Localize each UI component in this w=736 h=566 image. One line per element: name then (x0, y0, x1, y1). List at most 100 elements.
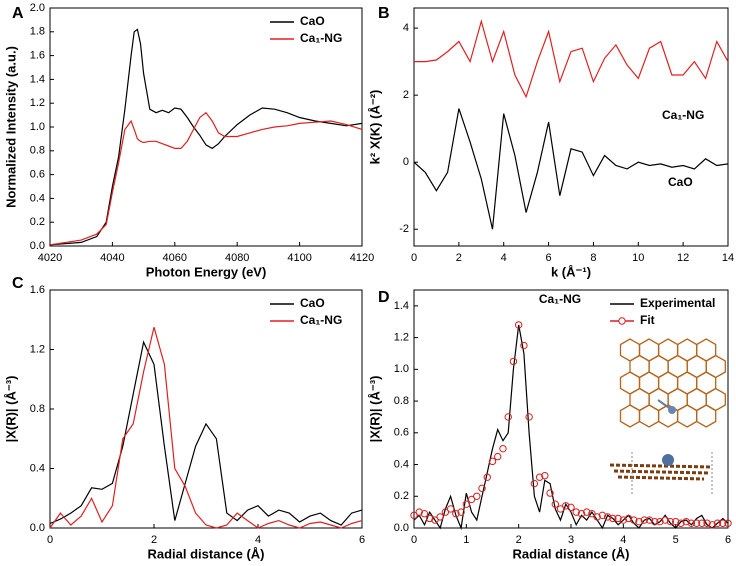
x-tick-label: 12 (677, 252, 689, 264)
graphene-ring (619, 404, 641, 428)
fit-point (446, 505, 455, 513)
series-line (49, 111, 363, 246)
x-tick-label: 0 (411, 534, 417, 546)
fit-point (583, 508, 591, 516)
x-tick-label: 1 (463, 534, 469, 546)
fit-point (541, 471, 549, 480)
fit-point (509, 357, 518, 366)
fit-point (603, 513, 612, 521)
y-tick-label: 0.8 (30, 403, 45, 415)
x-tick-label: 2 (456, 252, 462, 264)
ca-atom-side (662, 454, 674, 466)
y-axis-label: |X(R)| (Å⁻³) (367, 376, 382, 443)
series-line (49, 340, 363, 526)
fit-point (546, 489, 554, 497)
y-tick-label: 0.4 (30, 192, 45, 204)
series-label: CaO (668, 175, 693, 189)
series-line (413, 324, 729, 531)
y-tick-label: 1.2 (30, 97, 45, 109)
fit-point (703, 519, 711, 527)
x-tick-label: 6 (359, 534, 365, 546)
y-tick-label: 1.0 (394, 363, 409, 375)
fit-point (572, 508, 580, 516)
annotation: Ca₁-NG (539, 292, 581, 306)
y-tick-label: -2 (399, 223, 409, 235)
y-tick-label: 1.4 (30, 73, 45, 85)
y-tick-label: 0.8 (30, 145, 45, 157)
panel-label: C (12, 275, 24, 292)
x-tick-label: 5 (673, 534, 679, 546)
fit-point (567, 503, 575, 512)
fit-point (630, 516, 638, 524)
x-tick-label: 6 (546, 252, 552, 264)
x-axis-label: Radial distance (Å) (512, 546, 629, 561)
x-tick-label: 4120 (350, 252, 374, 264)
fit-point (483, 473, 491, 481)
series-line (49, 327, 363, 529)
fit-point (504, 413, 512, 421)
series-line (414, 19, 729, 99)
fit-point (556, 505, 565, 513)
fit-point (530, 479, 539, 488)
fit-point (687, 519, 696, 527)
y-tick-label: 0.0 (394, 522, 409, 534)
fit-point (441, 508, 450, 516)
fit-point (619, 516, 628, 524)
panel-label: A (12, 5, 24, 22)
series-line (49, 28, 363, 246)
fit-point (635, 517, 643, 526)
fit-point (682, 517, 690, 526)
fit-point (593, 513, 601, 521)
fit-point (520, 341, 528, 350)
y-tick-label: 1.6 (30, 50, 45, 62)
x-tick-label: 4060 (163, 252, 187, 264)
fit-point (478, 484, 486, 493)
fit-point (473, 492, 481, 500)
fit-point (692, 519, 701, 527)
fit-point (661, 516, 669, 524)
fit-point (410, 511, 418, 520)
graphene-ring (638, 404, 660, 428)
fit-point (698, 519, 706, 527)
fit-point (431, 516, 439, 524)
x-tick-label: 2 (151, 534, 157, 546)
panel-label: D (378, 289, 390, 306)
y-tick-label: 0.2 (30, 216, 45, 228)
panel-label: B (378, 5, 390, 22)
y-tick-label: 0.4 (394, 458, 409, 470)
fit-point (645, 516, 654, 524)
fit-point (708, 521, 716, 529)
legend-label: Ca₁-NG (300, 31, 342, 45)
y-tick-label: 1.0 (30, 121, 45, 133)
ca-atom (668, 406, 676, 414)
x-tick-label: 3 (568, 534, 574, 546)
series-label: Ca₁-NG (662, 108, 704, 122)
y-axis-label: k² X(K) (Å⁻²) (367, 90, 382, 165)
x-tick-label: 6 (725, 534, 731, 546)
legend-label: CaO (300, 296, 325, 310)
fit-point (535, 473, 544, 481)
fit-point (494, 452, 502, 461)
fit-point (452, 510, 460, 518)
fit-point (713, 519, 722, 527)
x-tick-label: 0 (47, 534, 53, 546)
x-tick-label: 4040 (100, 252, 124, 264)
x-axis-label: k (Å⁻¹) (551, 264, 591, 279)
fit-point (671, 517, 680, 526)
fit-point (457, 508, 465, 516)
x-tick-label: 8 (590, 252, 596, 264)
fit-point (656, 517, 664, 526)
fit-point (724, 519, 732, 527)
x-tick-label: 4 (255, 534, 261, 546)
structure-inset (609, 338, 726, 495)
fit-point (666, 517, 675, 526)
fit-point (598, 511, 607, 520)
legend-label: Ca₁-NG (300, 313, 342, 327)
fit-point (562, 502, 570, 510)
y-tick-label: 1.2 (30, 343, 45, 355)
fit-point (677, 519, 685, 527)
fit-point (651, 517, 659, 526)
fit-point (415, 508, 423, 516)
y-tick-label: 0.6 (30, 169, 45, 181)
